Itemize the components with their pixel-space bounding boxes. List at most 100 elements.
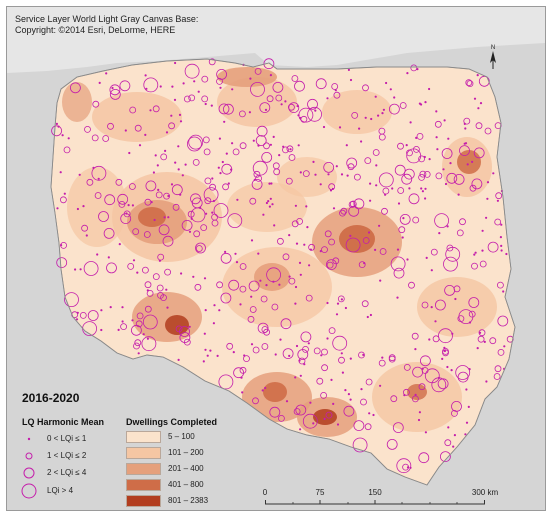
lq-symbol [299, 374, 302, 377]
lq-symbol [396, 296, 399, 299]
lq-symbol [343, 405, 355, 417]
lq-symbol [409, 121, 412, 124]
lq-symbol [217, 166, 220, 169]
lq-symbol [133, 342, 140, 350]
lq-symbol [164, 149, 167, 152]
lq-symbol [465, 421, 469, 424]
lq-symbol [347, 393, 350, 396]
lq-symbol [231, 88, 234, 91]
lq-symbol [285, 177, 293, 185]
lq-symbol [425, 256, 428, 259]
lq-symbol [226, 342, 234, 350]
lq-symbol [120, 323, 127, 331]
lq-symbol [259, 102, 271, 113]
lq-symbol [76, 311, 79, 314]
lq-symbol [375, 164, 378, 167]
lq-symbol [414, 393, 417, 396]
poland-border [50, 58, 516, 486]
lq-symbol [478, 329, 486, 337]
lq-symbol [396, 458, 412, 474]
lq-symbol [165, 131, 169, 134]
lq-symbol [96, 253, 99, 256]
lq-symbol [336, 423, 340, 426]
lq-symbol [393, 96, 396, 99]
lq-symbol [497, 348, 505, 356]
lq-symbol [205, 212, 208, 215]
lq-symbol [202, 360, 205, 363]
lq-symbol [410, 64, 418, 72]
lq-symbol [104, 194, 116, 206]
lq-symbol [51, 125, 62, 137]
lq-symbol [225, 152, 228, 155]
lq-symbol [435, 136, 438, 139]
lq-symbol [369, 182, 372, 185]
lq-symbol [127, 262, 135, 270]
lq-symbol [248, 280, 260, 292]
lq-symbol [188, 94, 196, 102]
lq-symbol [153, 218, 156, 222]
lq-symbol [132, 228, 140, 236]
lq-symbol [340, 207, 348, 215]
lq-symbol [103, 227, 115, 239]
lq-symbol [299, 116, 302, 120]
lq-symbol [330, 378, 333, 381]
lq-symbol [56, 257, 68, 269]
lq-symbol [156, 164, 159, 167]
lq-symbol [321, 348, 328, 356]
lq-symbol [129, 106, 137, 114]
lq-symbol [443, 349, 446, 353]
lq-symbol [210, 104, 213, 107]
lq-symbol [107, 256, 110, 259]
lq-symbol [360, 140, 363, 143]
lq-symbol [479, 102, 483, 105]
lq-symbol [288, 234, 291, 237]
lq-symbol [403, 168, 415, 180]
lq-symbol [345, 237, 361, 253]
lq-symbol [204, 309, 207, 312]
lq-symbol [219, 86, 222, 89]
north-label: N [491, 45, 495, 51]
lq-symbol [136, 312, 144, 320]
lq-symbol [315, 78, 327, 90]
lq-symbol [353, 173, 361, 181]
lq-symbol [125, 212, 128, 215]
lq-symbol [346, 157, 358, 169]
lq-symbol [346, 174, 349, 177]
lq-symbol [121, 320, 124, 323]
lq-symbol [378, 359, 386, 367]
lq-symbol [269, 143, 272, 146]
lq-symbol [306, 226, 309, 229]
lq-symbol [164, 268, 172, 276]
lq-symbol [358, 351, 365, 359]
lq-symbol [487, 241, 499, 253]
lq-symbol [406, 258, 409, 261]
lq-symbol [303, 363, 306, 366]
lq-symbol [195, 245, 203, 252]
lq-symbol [61, 134, 64, 137]
map-canvas[interactable] [7, 7, 545, 510]
lq-symbol [239, 303, 242, 306]
lq-symbol [473, 253, 476, 256]
lq-symbol [280, 103, 283, 106]
lq-symbol [484, 127, 492, 135]
lq-symbol [328, 238, 336, 246]
lq-symbol [247, 315, 255, 323]
lq-symbol [375, 184, 378, 187]
lq-symbol [364, 116, 367, 119]
lq-symbol [299, 171, 302, 174]
lq-symbol [449, 162, 452, 165]
lq-symbol [323, 161, 335, 173]
lq-symbol [497, 315, 509, 327]
lq-symbol [100, 328, 103, 332]
lq-symbol [457, 193, 460, 196]
lq-symbol [146, 289, 149, 292]
lq-symbol [340, 173, 344, 176]
lq-symbol [332, 335, 348, 351]
lq-symbol [430, 306, 433, 309]
lq-symbol [274, 353, 277, 356]
lq-symbol [203, 148, 211, 156]
lq-symbol [485, 380, 488, 383]
lq-symbol [450, 369, 453, 372]
lq-symbol [325, 411, 333, 419]
lq-symbol [467, 405, 470, 408]
